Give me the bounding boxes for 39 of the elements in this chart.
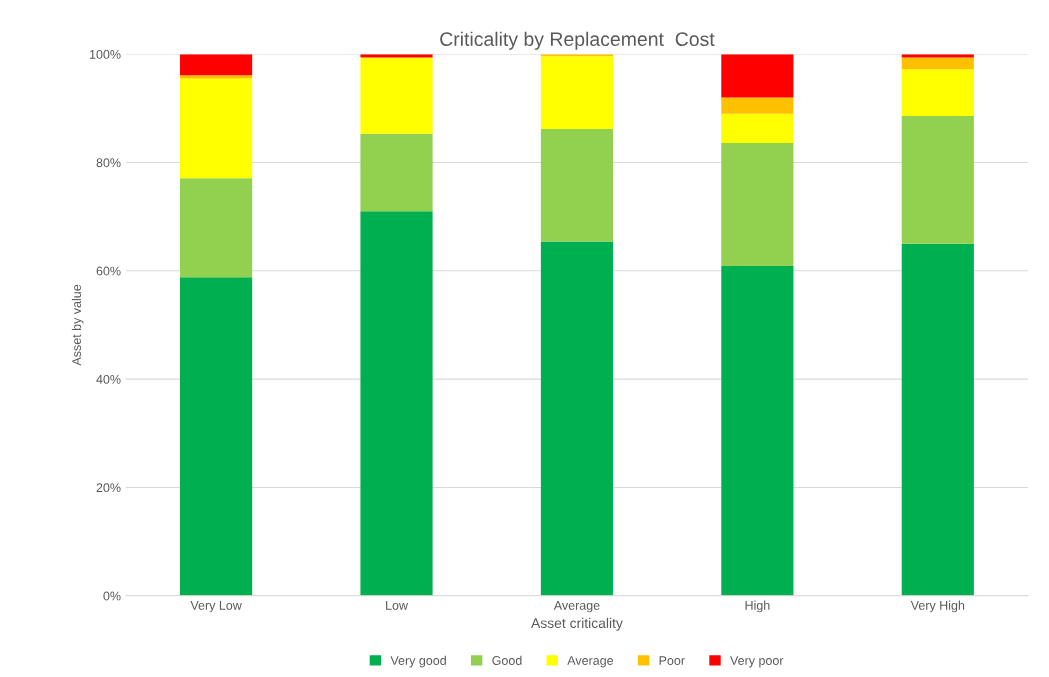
y-tick-label: 80% <box>96 158 121 168</box>
legend-label: Very poor <box>730 656 784 668</box>
bar <box>180 78 253 179</box>
x-axis-title: Asset criticality <box>531 617 623 631</box>
y-tick-label: 40% <box>96 374 121 384</box>
y-axis-title: Asset by value <box>71 284 84 366</box>
bar <box>721 54 794 98</box>
x-tick-label: Low <box>386 601 409 610</box>
bar <box>721 97 794 114</box>
bar <box>540 56 614 129</box>
bar <box>180 277 253 596</box>
bar <box>540 128 614 242</box>
legend-label: Good <box>492 655 522 665</box>
bar <box>360 211 433 596</box>
bar <box>721 142 794 266</box>
bar <box>901 57 974 70</box>
bar <box>360 57 433 134</box>
bar <box>180 178 253 278</box>
chart-title: Criticality by Replacement Cost <box>440 31 715 50</box>
y-tick-label: 60% <box>96 266 121 276</box>
bar <box>721 265 794 596</box>
legend-label: Poor <box>659 656 685 665</box>
y-tick-label: 100% <box>90 49 121 59</box>
x-tick-label: High <box>745 600 770 613</box>
legend-label: Average <box>567 656 614 668</box>
bar <box>901 115 974 244</box>
bar <box>180 54 253 76</box>
y-tick-label: 0% <box>103 591 121 601</box>
bar <box>360 133 433 212</box>
bar <box>721 113 794 143</box>
legend-label: Very good <box>390 655 446 668</box>
bar <box>901 69 974 116</box>
bar <box>540 241 614 596</box>
x-tick-label: Average <box>553 601 600 613</box>
bar <box>180 75 253 79</box>
bar <box>901 243 974 596</box>
x-tick-label: Very Low <box>190 601 242 613</box>
y-tick-label: 20% <box>96 483 121 493</box>
x-tick-label: Very High <box>910 600 965 613</box>
